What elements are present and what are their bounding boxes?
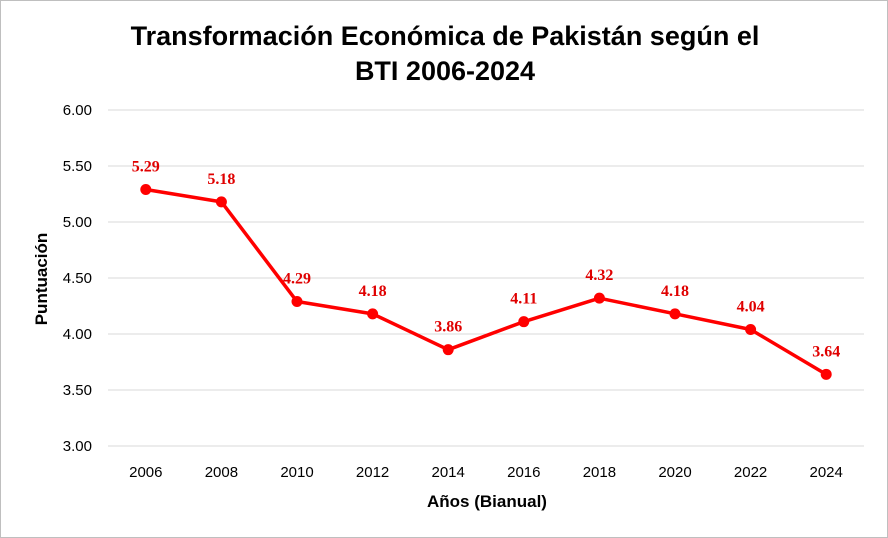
- data-point: [442, 344, 454, 356]
- data-label: 5.18: [207, 171, 235, 188]
- y-tick-label: 6.00: [63, 102, 92, 119]
- data-label: 3.86: [434, 319, 462, 336]
- data-label: 4.32: [585, 267, 613, 284]
- data-point: [367, 308, 379, 320]
- x-tick-label: 2022: [734, 464, 767, 481]
- data-labels: 5.29 5.18 4.29 4.18 3.86 4.11 4.32 4.18 4.04 3.64: [132, 159, 840, 361]
- x-tick-label: 2010: [280, 464, 313, 481]
- data-label: 3.64: [812, 343, 840, 360]
- data-point: [745, 324, 757, 336]
- data-point: [291, 296, 303, 308]
- series: [140, 184, 832, 380]
- data-point: [140, 184, 152, 196]
- x-tick-label: 2006: [129, 464, 162, 481]
- chart-title-line-2: BTI 2006-2024: [355, 56, 535, 86]
- x-axis-title: Años (Bianual): [427, 492, 547, 511]
- y-tick-label: 5.00: [63, 214, 92, 231]
- x-tick-label: 2012: [356, 464, 389, 481]
- data-point: [215, 196, 227, 208]
- data-point: [820, 368, 832, 380]
- data-label: 4.18: [661, 283, 689, 300]
- chart-title: Transformación Económica de Pakistán seg…: [131, 21, 760, 86]
- x-tick-label: 2014: [432, 464, 465, 481]
- x-axis-ticks: 2006 2008 2010 2012 2014 2016 2018 2020 2022 2024: [129, 464, 843, 481]
- x-tick-label: 2016: [507, 464, 540, 481]
- y-tick-label: 5.50: [63, 158, 92, 175]
- x-tick-label: 2020: [658, 464, 691, 481]
- y-axis-ticks: 3.00 3.50 4.00 4.50 5.00 5.50 6.00: [63, 102, 92, 455]
- data-label: 4.11: [510, 291, 537, 308]
- x-tick-label: 2008: [205, 464, 238, 481]
- data-label: 4.18: [359, 283, 387, 300]
- data-label: 4.04: [737, 299, 765, 316]
- y-tick-label: 3.50: [63, 382, 92, 399]
- data-label: 5.29: [132, 159, 160, 176]
- data-point: [518, 316, 530, 328]
- y-tick-label: 4.50: [63, 270, 92, 287]
- x-tick-label: 2024: [810, 464, 843, 481]
- series-line: [145, 187, 828, 376]
- y-axis-title: Puntuación: [32, 233, 51, 326]
- chart-title-line-1: Transformación Económica de Pakistán seg…: [131, 21, 760, 51]
- data-point: [593, 292, 605, 304]
- data-label: 4.29: [283, 271, 311, 288]
- gridlines: [108, 109, 864, 447]
- x-tick-label: 2018: [583, 464, 616, 481]
- y-tick-label: 3.00: [63, 438, 92, 455]
- y-tick-label: 4.00: [63, 326, 92, 343]
- data-point: [669, 308, 681, 320]
